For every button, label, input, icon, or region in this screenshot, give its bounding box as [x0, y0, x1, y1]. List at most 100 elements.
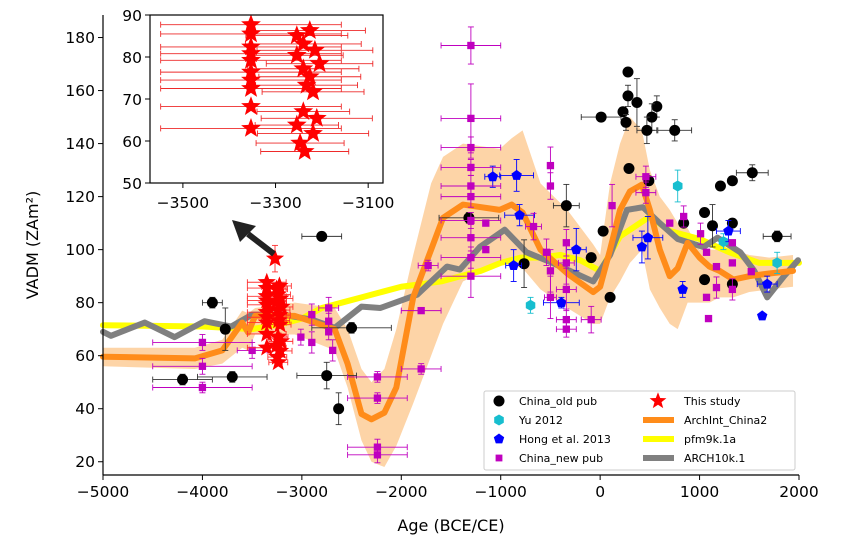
x-tick-label: −3000 [276, 483, 328, 501]
point-this-study [267, 292, 286, 310]
y-tick-label: 20 [75, 453, 95, 471]
point-china-old-pub [177, 374, 189, 386]
legend-box [483, 390, 796, 471]
inset-point-this-study [286, 114, 307, 134]
point-china-new-pub [467, 163, 475, 172]
point-china-new-pub [373, 451, 382, 459]
point-this-study [270, 276, 289, 294]
point-china-new-pub [587, 315, 595, 324]
legend-item-hong-et-al-2013: Hong et al. 2013 [493, 433, 611, 446]
point-china-old-pub [726, 175, 738, 187]
legend-marker [493, 433, 505, 444]
point-china-old-pub [706, 220, 718, 232]
legend-marker [649, 392, 667, 409]
legend-line-swatch [643, 455, 674, 461]
point-china-old-pub [631, 96, 643, 108]
point-china-new-pub [467, 114, 475, 123]
point-china-new-pub [680, 212, 688, 221]
inset-point-this-study [293, 33, 314, 53]
legend-item-arch10k-1: ARCH10k.1 [643, 452, 745, 465]
y-tick-label: 160 [65, 82, 95, 100]
inset-plot: −3500 −3300 −3100 50 60 70 80 90 [122, 7, 394, 212]
inset-point-this-study [299, 20, 320, 39]
point-china-new-pub [329, 346, 337, 355]
point-china-new-pub [546, 293, 555, 302]
point-hong-et-al-2013 [571, 244, 582, 255]
point-china-old-pub [746, 167, 758, 179]
point-china-new-pub [728, 259, 737, 267]
point-china-old-pub [597, 225, 609, 237]
y-tick-label: 120 [65, 188, 95, 206]
inset-point-this-study [241, 50, 261, 69]
inset-y-tick-label: 50 [122, 175, 142, 193]
point-china-new-pub [747, 267, 755, 276]
point-china-new-pub [728, 239, 737, 247]
point-this-study [272, 297, 291, 315]
inset-point-this-study [299, 66, 320, 86]
y-tick-label: 100 [65, 241, 95, 259]
inset-x-tick-label: −3500 [157, 194, 209, 212]
this-study-points [246, 244, 294, 371]
inset-y-tick-label: 80 [122, 49, 142, 67]
point-china-new-pub [467, 272, 475, 280]
inset-point-this-study [241, 96, 261, 115]
point-hong-et-al-2013 [514, 209, 525, 220]
point-china-new-pub [325, 304, 333, 312]
point-this-study [268, 327, 288, 345]
inset-point-this-study [241, 23, 261, 43]
legend-label: China_old pub [519, 395, 597, 408]
curve-archint-china2 [100, 181, 797, 423]
inset-x-tick-label: −3100 [342, 194, 394, 212]
point-china-new-pub [562, 325, 570, 333]
inset-point-this-study [305, 39, 325, 59]
point-china-new-pub [704, 314, 713, 323]
inset-point-this-study [309, 53, 330, 73]
point-this-study [268, 284, 288, 303]
point-this-study [271, 341, 290, 359]
point-this-study [271, 288, 290, 307]
point-china-new-pub [248, 346, 256, 355]
point-china-old-pub [595, 111, 607, 123]
point-this-study [271, 331, 290, 350]
point-china-old-pub [333, 403, 345, 415]
point-china-new-pub [666, 219, 674, 227]
inset-y-tick-label: 70 [122, 91, 142, 109]
legend-line-swatch [643, 417, 674, 423]
point-china-old-pub [646, 111, 658, 123]
inset-point-this-study [293, 101, 314, 120]
inset-point-this-study [296, 74, 317, 94]
point-china-old-pub [219, 323, 231, 335]
main-axis-ticks: −5000 −4000 −3000 −2000 −1000 0 1000 2000 20 40 60… [65, 29, 818, 501]
point-china-new-pub [482, 219, 490, 227]
point-china-old-pub [560, 200, 572, 212]
inset-point-this-study [286, 44, 307, 64]
inset-point-this-study [306, 107, 327, 127]
point-china-new-pub [562, 259, 570, 267]
point-china-new-pub [467, 216, 475, 225]
x-tick-label: 1000 [680, 483, 719, 501]
point-yu-2012 [772, 257, 782, 269]
point-china-old-pub [714, 180, 726, 192]
point-this-study [257, 324, 276, 342]
point-china-new-pub [325, 328, 333, 336]
point-china-old-pub [623, 163, 635, 175]
point-china-new-pub [546, 267, 555, 275]
point-china-new-pub [467, 41, 475, 50]
y-tick-label: 180 [65, 29, 95, 47]
point-hong-et-al-2013 [556, 297, 567, 308]
legend-line-swatch [643, 436, 674, 442]
point-china-old-pub [622, 90, 634, 102]
x-axis-label: Age (BCE/CE) [397, 516, 504, 535]
point-this-study [267, 336, 286, 354]
inset-point-this-study [290, 132, 310, 152]
arrow-annotation [232, 220, 276, 257]
point-china-new-pub [467, 192, 475, 201]
inset-point-this-study [286, 25, 307, 44]
point-hong-et-al-2013 [677, 283, 688, 294]
point-china-new-pub [198, 362, 207, 370]
point-china-new-pub [308, 310, 316, 319]
point-hong-et-al-2013 [757, 310, 768, 321]
point-china-old-pub [206, 297, 218, 309]
point-china-old-pub [651, 100, 663, 112]
